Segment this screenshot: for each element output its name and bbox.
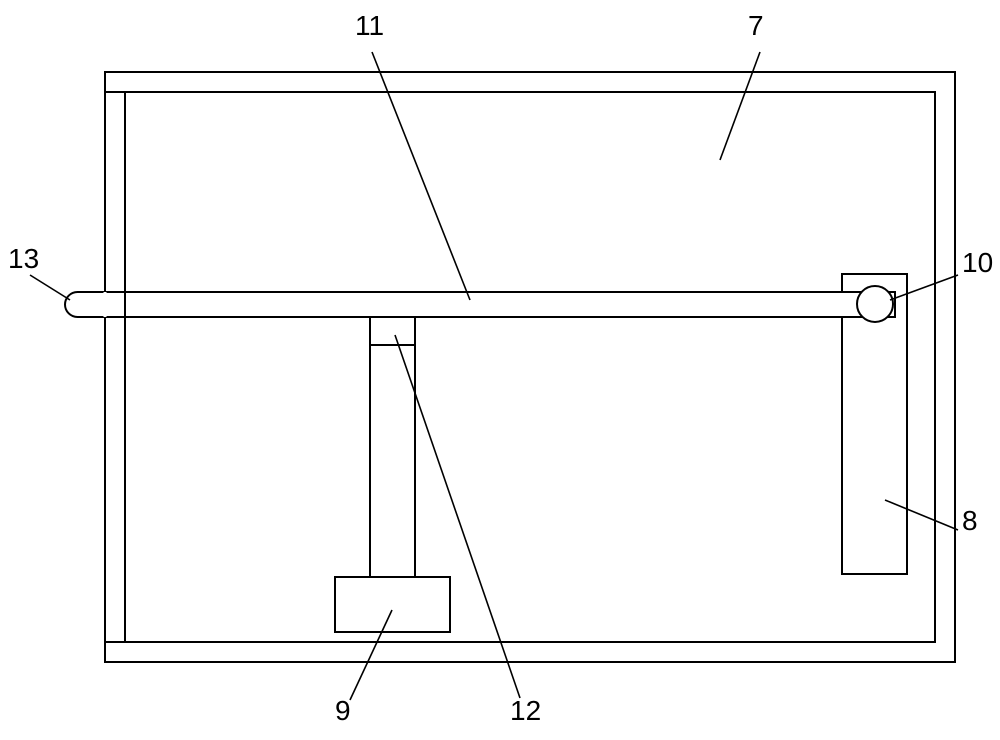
- label-9: 9: [335, 695, 351, 726]
- label-10: 10: [962, 247, 993, 278]
- pivot-circle: [857, 286, 893, 322]
- label-13: 13: [8, 243, 39, 274]
- center-post: [370, 317, 415, 577]
- label-11: 11: [355, 10, 384, 41]
- inner-box: [125, 92, 935, 642]
- label-7: 7: [748, 10, 764, 41]
- label-8: 8: [962, 505, 978, 536]
- horizontal-bar: [65, 292, 895, 317]
- leader-13: [30, 275, 70, 300]
- base-block: [335, 577, 450, 632]
- label-12: 12: [510, 695, 541, 726]
